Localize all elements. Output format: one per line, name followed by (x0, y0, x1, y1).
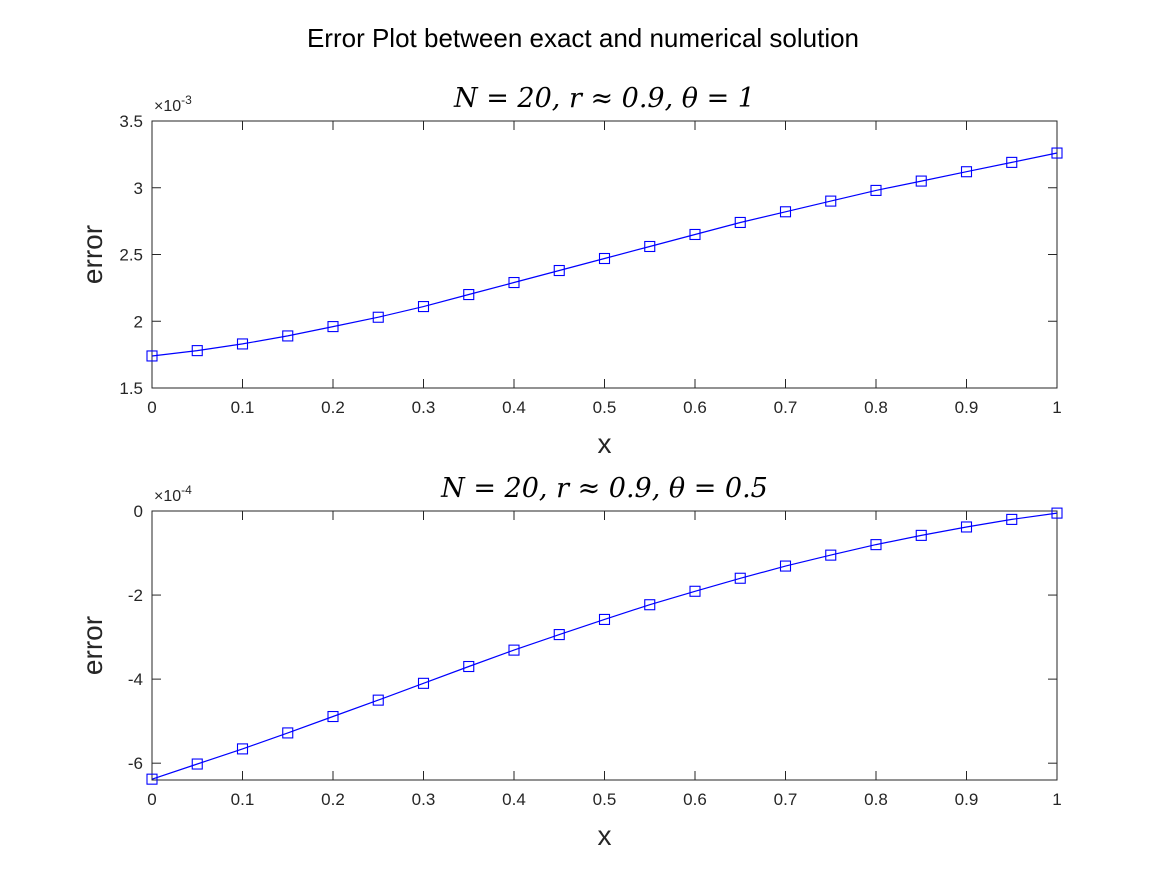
y-axis-label: error (77, 616, 108, 675)
data-point (1051, 147, 1063, 159)
data-point (236, 743, 249, 755)
data-point (915, 175, 927, 187)
exponent-base: ×10 (154, 488, 181, 505)
data-point (734, 572, 746, 584)
data-point (598, 252, 611, 265)
exponent-base: ×10 (154, 98, 181, 115)
subplot-title: N = 20, r ≈ 0.9, θ = 1 (453, 83, 755, 114)
data-point (146, 773, 158, 785)
y-tick-label: 3.5 (119, 112, 143, 131)
x-tick-label: 0.6 (683, 398, 707, 417)
x-tick-label: 1 (1052, 398, 1061, 417)
x-tick-label: 0.9 (955, 398, 979, 417)
data-point (779, 560, 792, 572)
series-line (151, 152, 1058, 357)
data-point (236, 338, 249, 350)
y-tick-label: -4 (128, 670, 143, 689)
x-tick-label: 0.8 (864, 790, 888, 809)
figure-title: Error Plot between exact and numerical s… (307, 23, 859, 53)
data-point (553, 264, 565, 277)
y-tick-label: 2 (134, 312, 143, 331)
x-tick-label: 0.4 (502, 790, 526, 809)
subplots: 0 0.1 0.2 0.3 0.4 0.5 0.6 0.7 0.8 0.9 1 1.5 2 2.5 3 3.5… (77, 83, 1063, 851)
y-tick-label: 2.5 (119, 246, 143, 265)
x-tick-label: 0.5 (593, 398, 617, 417)
x-tick-label: 0 (147, 398, 156, 417)
x-tick-label: 0.1 (231, 398, 255, 417)
data-point (960, 166, 973, 178)
y-exponent-label: ×10-4 (154, 483, 192, 505)
data-point (282, 330, 294, 342)
y-tick-label: -6 (128, 754, 143, 773)
data-point (1006, 513, 1018, 525)
data-point (870, 184, 882, 196)
data-point (372, 311, 384, 323)
x-tick-label: 0.3 (412, 398, 436, 417)
data-point (327, 321, 339, 333)
x-tick-label: 0.5 (593, 790, 617, 809)
data-point (508, 644, 520, 656)
x-tick-label: 1 (1052, 790, 1061, 809)
y-tick-label: 1.5 (119, 379, 143, 398)
data-point (463, 660, 475, 673)
x-tick-label: 0.2 (321, 790, 345, 809)
data-point (734, 216, 746, 229)
y-tick-label: 0 (134, 502, 143, 521)
data-point (191, 345, 203, 357)
subplot-2: 0 0.1 0.2 0.3 0.4 0.5 0.6 0.7 0.8 0.9 1-6-4-20×10-… (77, 473, 1063, 851)
data-point (915, 529, 927, 541)
x-tick-label: 0.3 (412, 790, 436, 809)
data-point (960, 521, 973, 533)
series-line (151, 512, 1058, 780)
x-tick-label: 0 (147, 790, 156, 809)
x-tick-label: 0.9 (955, 790, 979, 809)
data-point (1006, 156, 1018, 168)
data-point (825, 549, 837, 561)
data-point (825, 195, 837, 207)
data-point (146, 350, 158, 362)
subplot-title: N = 20, r ≈ 0.9, θ = 0.5 (440, 473, 768, 504)
data-point (644, 599, 656, 611)
x-tick-label: 0.2 (321, 398, 345, 417)
y-tick-label: -2 (128, 586, 143, 605)
data-point (463, 288, 475, 301)
x-tick-label: 0.7 (774, 398, 798, 417)
axes-box (151, 120, 1058, 389)
data-point (598, 613, 611, 625)
data-point (1051, 507, 1063, 519)
data-point (417, 677, 430, 689)
x-tick-label: 0.6 (683, 790, 707, 809)
y-axis-label: error (77, 225, 108, 284)
y-exponent-label: ×10-3 (154, 93, 192, 115)
data-point (870, 539, 882, 551)
data-point (372, 694, 384, 706)
data-point (689, 228, 701, 241)
data-point (327, 710, 339, 723)
data-point (644, 240, 656, 253)
data-point (282, 727, 294, 739)
data-point (417, 301, 430, 313)
data-point (553, 629, 565, 641)
axes-box (151, 510, 1058, 781)
x-tick-label: 0.4 (502, 398, 526, 417)
x-tick-label: 0.7 (774, 790, 798, 809)
y-tick-label: 3 (134, 179, 143, 198)
exponent-power: -3 (181, 93, 192, 107)
exponent-power: -4 (181, 483, 192, 497)
x-axis-label: x (598, 820, 612, 851)
subplot-1: 0 0.1 0.2 0.3 0.4 0.5 0.6 0.7 0.8 0.9 1 1.5 2 2.5 3 3.5… (77, 83, 1063, 459)
data-point (779, 206, 792, 218)
x-tick-label: 0.1 (231, 790, 255, 809)
data-point (508, 276, 520, 289)
x-axis-label: x (598, 428, 612, 459)
x-tick-label: 0.8 (864, 398, 888, 417)
data-point (191, 758, 203, 770)
data-point (689, 585, 701, 597)
